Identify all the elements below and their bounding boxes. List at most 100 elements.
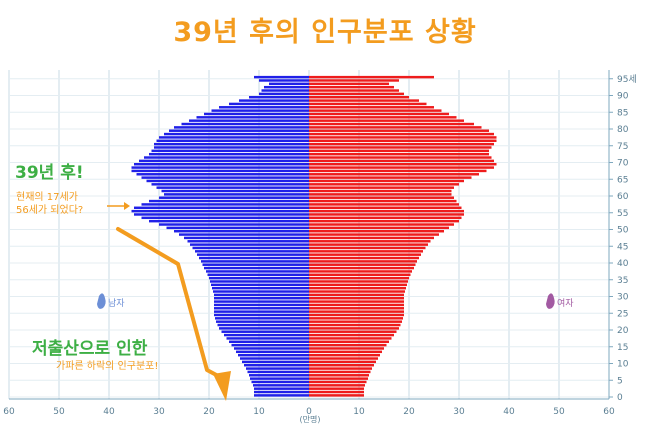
note-line-1: 현재의 17세가 [16,192,78,203]
x-tick-label: 0 [306,407,312,417]
bar-female-age-55 [309,209,464,213]
bar-female-age-2 [309,387,364,390]
bar-male-age-23 [215,317,309,320]
axes [9,70,610,400]
bar-female-age-3 [309,384,365,387]
y-tick-label: 40 [617,259,629,269]
bar-female-age-56 [309,206,462,209]
bar-male-age-57 [141,203,309,206]
y-tick-label: 20 [617,326,629,336]
bar-female-age-80 [309,126,482,129]
x-tick-label: 60 [603,407,615,417]
y-tick-label: 30 [617,293,629,303]
bar-female-age-31 [309,290,405,293]
bar-female-age-91 [309,89,399,92]
bar-male-age-66 [136,173,309,176]
legend-male: 남자 [108,298,125,309]
bar-male-age-89 [249,96,309,99]
bar-male-age-51 [159,223,309,226]
bar-female-age-20 [309,327,399,330]
bar-male-age-26 [214,307,309,310]
bar-male-age-24 [214,313,309,317]
bar-female-age-17 [309,337,392,340]
bar-female-age-62 [309,186,454,189]
bar-female-age-24 [309,313,404,317]
bar-male-age-8 [246,367,309,370]
male-bars [131,75,309,397]
bar-female-age-30 [309,293,404,297]
bar-male-age-75 [154,142,309,146]
y-tick-label: 55 [617,209,628,219]
bar-male-age-4 [251,380,309,384]
bar-male-age-28 [214,300,309,303]
bar-female-age-83 [309,116,457,119]
bar-female-age-40 [309,260,417,263]
bar-female-age-44 [309,246,426,250]
bar-male-age-44 [192,246,309,250]
bar-female-age-63 [309,183,459,186]
bar-female-age-70 [309,159,494,163]
bar-female-age-61 [309,189,452,193]
bar-male-age-42 [197,253,309,256]
bar-female-age-51 [309,223,454,226]
bar-female-age-52 [309,219,459,223]
bar-male-age-13 [236,350,309,354]
y-tick-label: 60 [617,192,629,202]
bar-female-age-0 [309,394,364,397]
bar-female-age-26 [309,307,404,310]
x-tick-label: 60 [3,407,15,417]
note-age-shift: 현재의 17세가 56세가 되었다? [16,191,83,217]
bar-male-age-94 [259,79,309,82]
bar-female-age-72 [309,152,489,156]
decline-arrow-head [213,371,231,401]
bar-male-age-35 [209,276,309,280]
bar-male-age-68 [131,166,309,169]
bar-male-age-70 [139,159,309,163]
bar-female-age-19 [309,330,397,333]
bar-female-age-58 [309,199,457,203]
y-tick-label: 5 [617,376,623,386]
bar-male-age-7 [247,370,309,374]
bar-female-age-64 [309,179,464,183]
female-figure-icon [546,293,555,309]
bar-female-age-4 [309,380,367,384]
bar-male-age-27 [214,303,309,307]
bar-female-age-9 [309,364,374,367]
bar-male-age-95 [254,75,309,79]
bar-male-age-65 [141,176,309,179]
bar-male-age-59 [159,196,309,199]
bar-female-age-86 [309,106,434,109]
bar-female-age-39 [309,263,416,266]
bar-female-age-71 [309,156,492,159]
x-tick-label: 40 [103,407,115,417]
bar-male-age-76 [156,139,309,142]
bar-male-age-11 [240,357,309,360]
y-tick-label: 0 [617,393,623,403]
bar-female-age-89 [309,96,409,99]
bar-male-age-56 [134,206,309,209]
bar-female-age-73 [309,149,489,153]
bar-male-age-69 [134,163,309,166]
bar-male-age-82 [189,119,309,122]
bar-female-age-47 [309,236,434,240]
bar-female-age-46 [309,240,431,243]
bar-female-age-49 [309,230,444,233]
bar-male-age-91 [261,89,309,92]
x-tick-label: 20 [203,407,215,417]
bar-male-age-83 [196,116,309,119]
bar-male-age-81 [181,122,309,126]
bar-female-age-93 [309,82,389,86]
bar-male-age-67 [131,169,309,173]
bar-female-age-69 [309,163,497,166]
bar-male-age-78 [164,132,309,136]
chart-title: 39년 후의 인구분포 상황 [173,17,477,48]
bar-female-age-35 [309,276,409,280]
bar-male-age-61 [161,189,309,193]
bar-male-age-17 [226,337,309,340]
bar-female-age-43 [309,250,423,253]
bar-male-age-25 [214,310,309,313]
bar-male-age-85 [211,109,309,112]
bar-male-age-46 [187,240,309,243]
bar-male-age-6 [249,374,309,377]
